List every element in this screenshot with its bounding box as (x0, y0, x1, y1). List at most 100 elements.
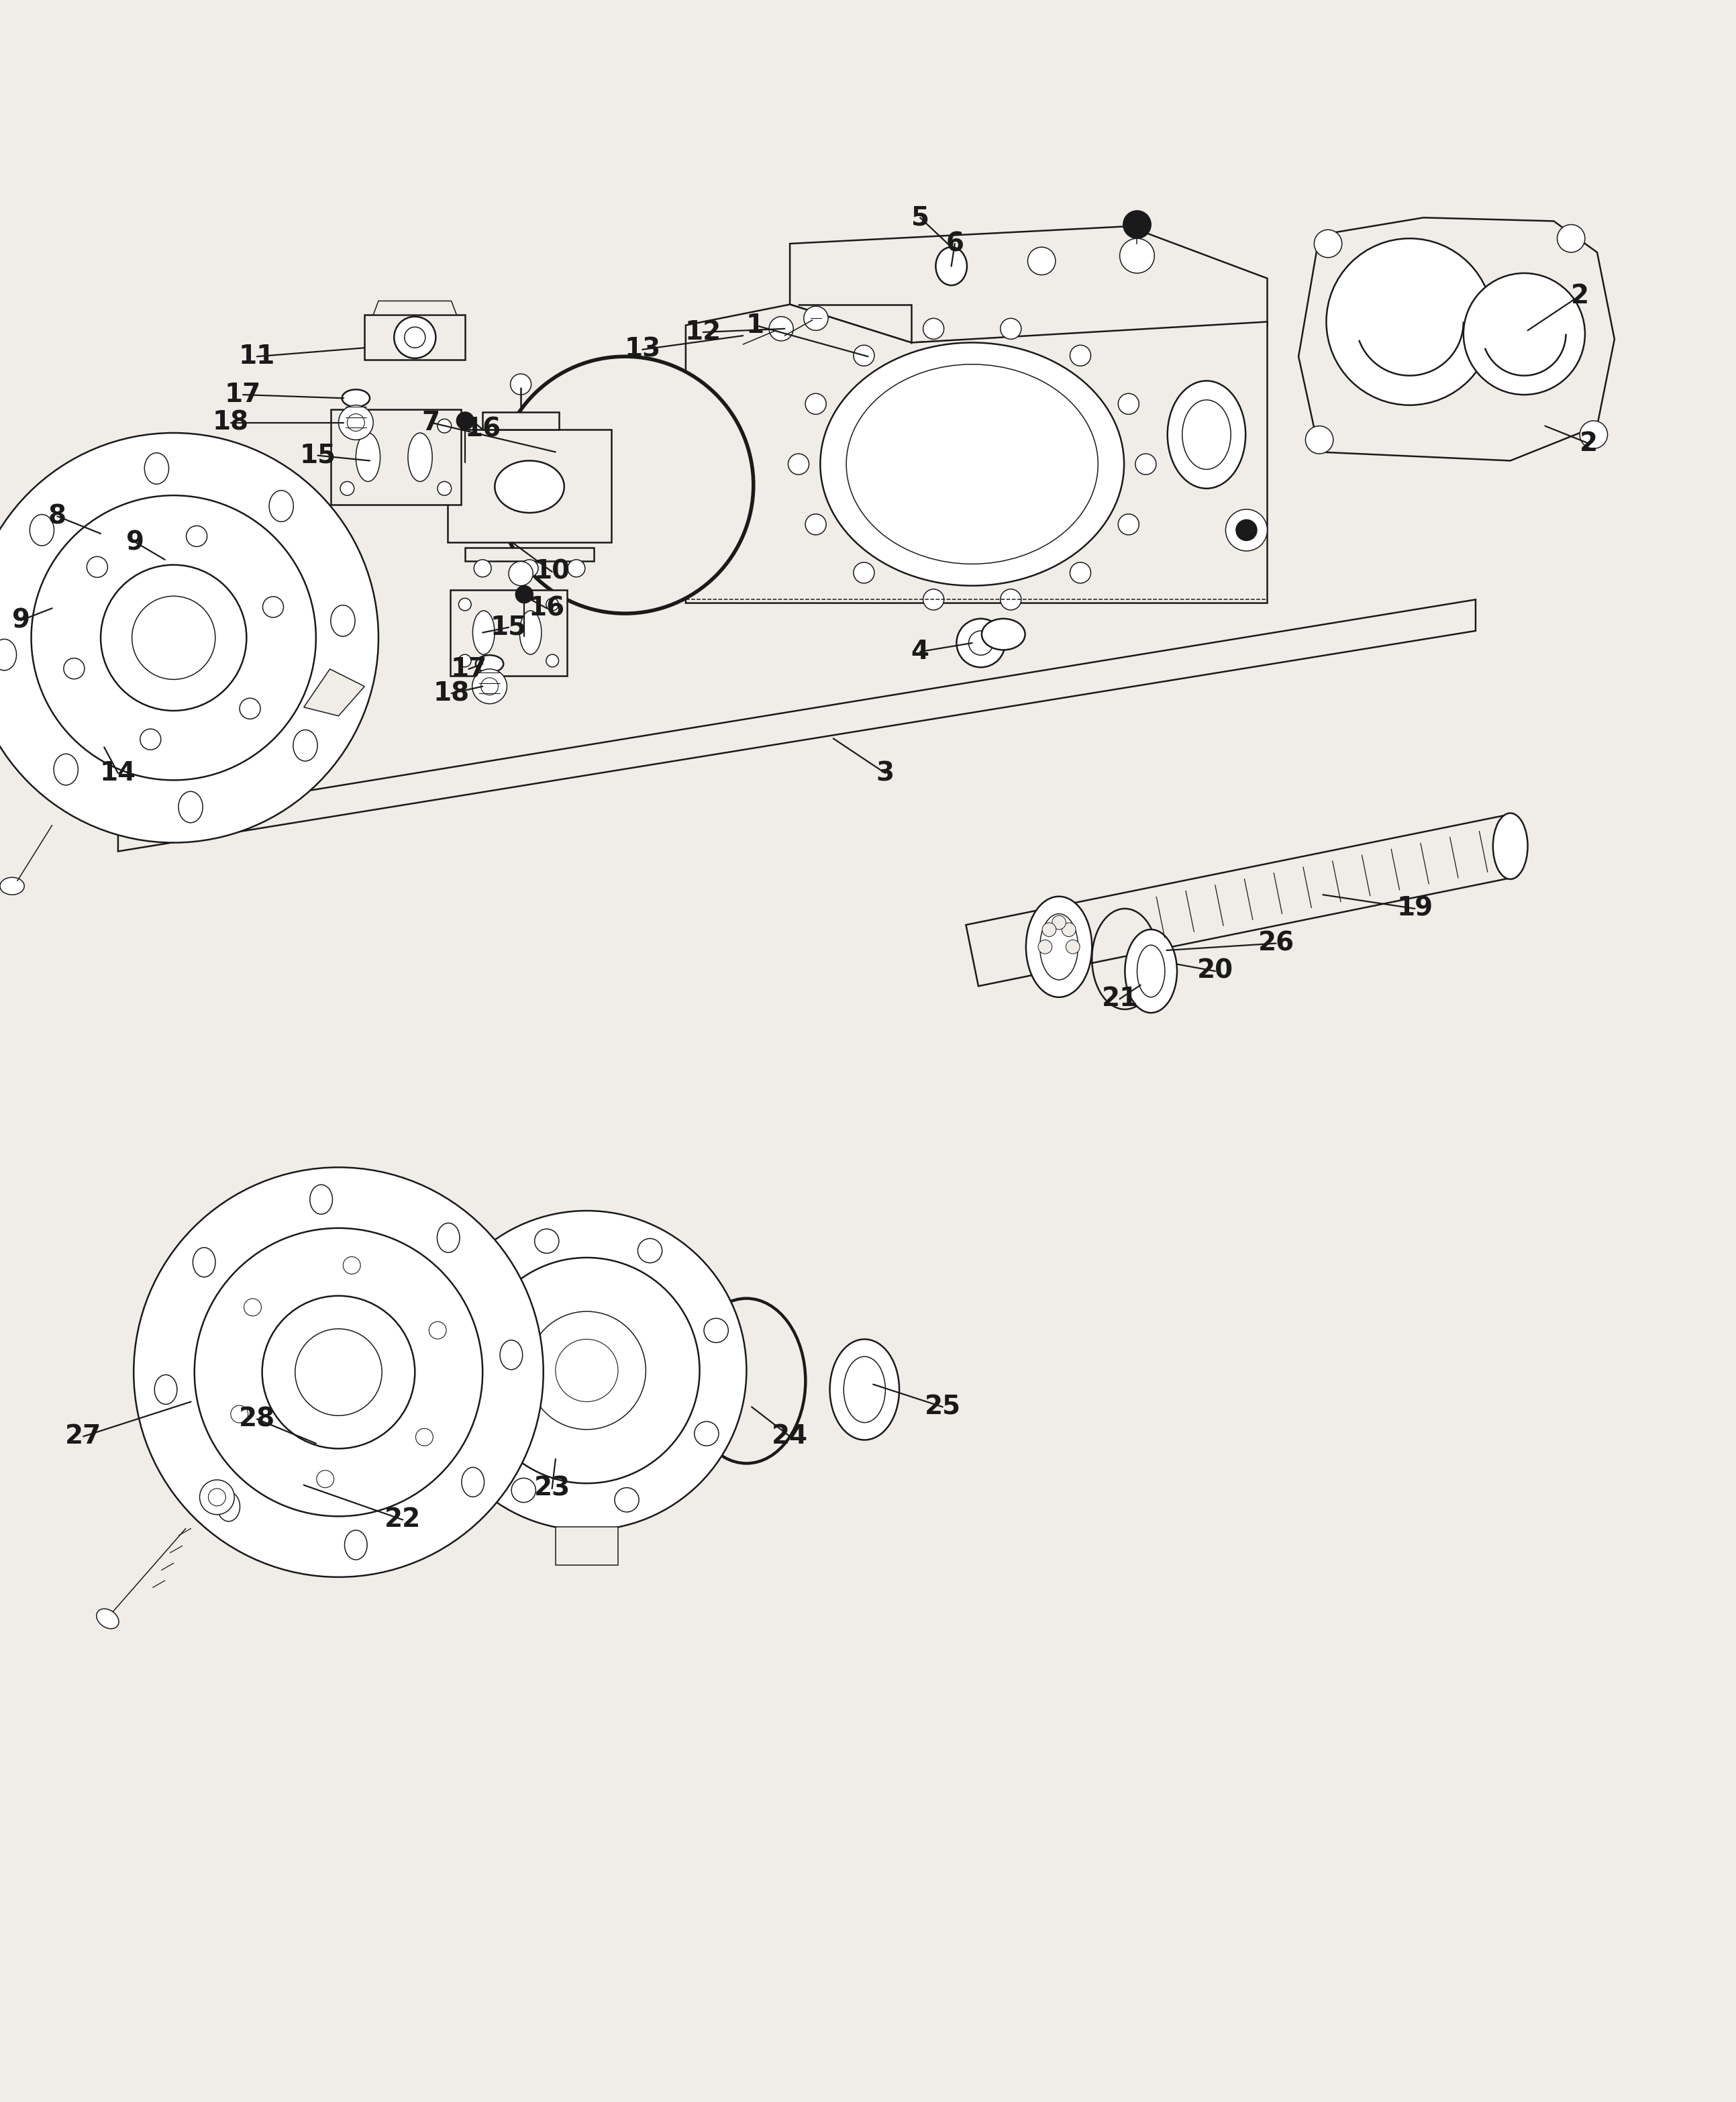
Circle shape (1135, 454, 1156, 475)
Text: 12: 12 (686, 320, 720, 345)
Text: 9: 9 (12, 607, 30, 633)
Ellipse shape (408, 433, 432, 481)
Circle shape (1123, 210, 1151, 238)
Ellipse shape (1137, 946, 1165, 996)
Circle shape (444, 1398, 469, 1423)
Text: 19: 19 (1397, 895, 1432, 921)
Circle shape (208, 1488, 226, 1505)
Circle shape (262, 1295, 415, 1448)
Polygon shape (448, 429, 611, 542)
Circle shape (31, 496, 316, 780)
Text: 16: 16 (529, 595, 564, 620)
Text: 16: 16 (465, 416, 500, 441)
Ellipse shape (936, 248, 967, 286)
Circle shape (1000, 589, 1021, 610)
Text: 8: 8 (49, 504, 66, 530)
Text: 25: 25 (925, 1394, 960, 1419)
Ellipse shape (144, 452, 168, 483)
Circle shape (1118, 515, 1139, 534)
Ellipse shape (179, 792, 203, 822)
Circle shape (1066, 940, 1080, 954)
Circle shape (556, 1339, 618, 1402)
Ellipse shape (844, 1356, 885, 1423)
Circle shape (1120, 238, 1154, 273)
Text: 4: 4 (911, 639, 929, 664)
Ellipse shape (1125, 929, 1177, 1013)
Ellipse shape (193, 1249, 215, 1278)
Circle shape (969, 631, 993, 656)
Circle shape (404, 328, 425, 347)
Circle shape (1062, 923, 1076, 937)
Circle shape (509, 561, 533, 586)
Circle shape (437, 418, 451, 433)
Text: 20: 20 (1198, 959, 1233, 984)
Polygon shape (304, 668, 365, 717)
Ellipse shape (97, 1608, 118, 1629)
Circle shape (474, 559, 491, 578)
Circle shape (854, 345, 875, 366)
Polygon shape (373, 301, 457, 315)
Circle shape (705, 1318, 729, 1343)
Circle shape (262, 597, 283, 618)
Text: 2: 2 (1571, 284, 1588, 309)
Circle shape (455, 1295, 479, 1320)
Circle shape (1463, 273, 1585, 395)
Circle shape (340, 481, 354, 496)
Circle shape (295, 1328, 382, 1415)
Text: 7: 7 (422, 410, 439, 435)
Circle shape (547, 599, 559, 612)
Polygon shape (118, 599, 1476, 851)
Ellipse shape (155, 1375, 177, 1404)
Ellipse shape (462, 1467, 484, 1497)
Circle shape (806, 515, 826, 534)
Ellipse shape (476, 656, 503, 673)
Circle shape (437, 481, 451, 496)
Polygon shape (465, 547, 594, 561)
Ellipse shape (332, 605, 356, 637)
Circle shape (457, 412, 474, 429)
Text: 17: 17 (226, 383, 260, 408)
Circle shape (1580, 420, 1608, 448)
Text: 1: 1 (746, 313, 764, 338)
Circle shape (615, 1488, 639, 1511)
Circle shape (512, 1478, 536, 1503)
Circle shape (510, 374, 531, 395)
Text: 27: 27 (66, 1423, 101, 1448)
Circle shape (1069, 345, 1090, 366)
Text: 18: 18 (214, 410, 248, 435)
Ellipse shape (1040, 914, 1078, 980)
Circle shape (344, 1257, 361, 1274)
Ellipse shape (496, 357, 753, 614)
Circle shape (1069, 563, 1090, 582)
Circle shape (472, 668, 507, 704)
Text: 15: 15 (300, 444, 335, 469)
Ellipse shape (1493, 813, 1528, 879)
Circle shape (194, 1228, 483, 1516)
Circle shape (535, 1230, 559, 1253)
Circle shape (458, 654, 470, 666)
Circle shape (547, 654, 559, 666)
Text: 6: 6 (946, 231, 963, 256)
Text: 3: 3 (877, 761, 894, 786)
Text: 26: 26 (1259, 931, 1293, 956)
Circle shape (854, 563, 875, 582)
Ellipse shape (293, 729, 318, 761)
Circle shape (694, 1421, 719, 1446)
Ellipse shape (344, 1530, 366, 1560)
Circle shape (806, 393, 826, 414)
Text: 5: 5 (911, 204, 929, 231)
Text: 11: 11 (240, 345, 274, 370)
Circle shape (200, 1480, 234, 1516)
Circle shape (1118, 393, 1139, 414)
Circle shape (516, 586, 533, 603)
Circle shape (957, 618, 1005, 666)
Text: 22: 22 (385, 1507, 420, 1532)
Circle shape (415, 1429, 432, 1446)
Circle shape (1236, 519, 1257, 540)
Circle shape (429, 1322, 446, 1339)
Ellipse shape (500, 1341, 523, 1371)
Circle shape (1557, 225, 1585, 252)
Circle shape (804, 307, 828, 330)
Polygon shape (483, 412, 559, 429)
Ellipse shape (311, 1186, 333, 1215)
